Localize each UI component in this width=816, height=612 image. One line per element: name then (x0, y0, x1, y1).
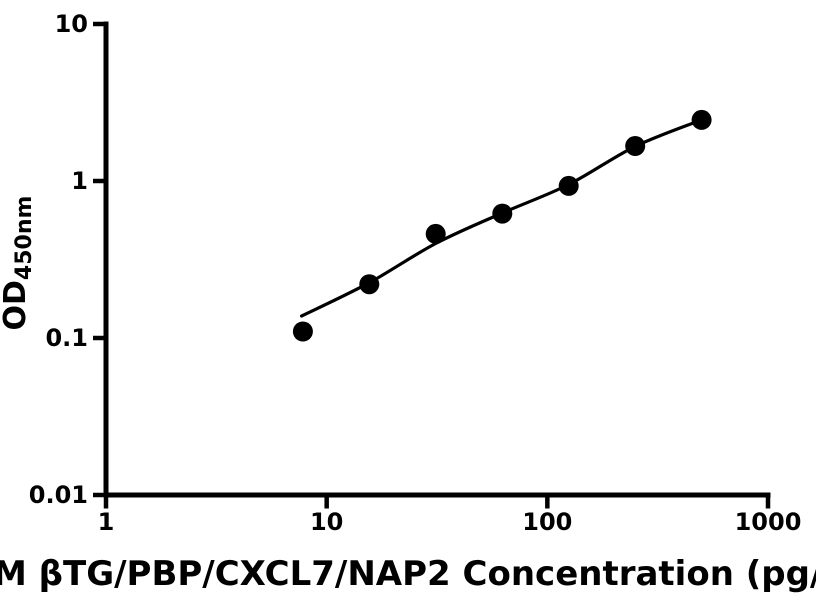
y-tick-label: 0.01 (28, 481, 88, 509)
x-tick-label: 10 (309, 508, 344, 536)
x-tick-label: 100 (522, 508, 573, 536)
data-point (558, 175, 579, 196)
x-tick-label: 1000 (734, 508, 802, 536)
y-axis-title-main: OD (0, 280, 33, 331)
y-tick-label: 1 (71, 167, 88, 195)
data-point (492, 203, 513, 224)
data-point (625, 136, 646, 156)
data-point (292, 321, 313, 342)
y-tick-label: 10 (54, 10, 88, 38)
data-point (359, 274, 380, 295)
y-tick-label: 0.1 (45, 324, 88, 352)
y-axis-title: OD 450nm (0, 113, 58, 413)
data-point (425, 223, 446, 244)
data-point (691, 109, 712, 130)
x-tick-label: 1 (97, 508, 115, 536)
y-axis-title-subscript: 450nm (12, 195, 37, 281)
x-axis-title: M βTG/PBP/CXCL7/NAP2 Concentration (pg/ (0, 554, 816, 594)
